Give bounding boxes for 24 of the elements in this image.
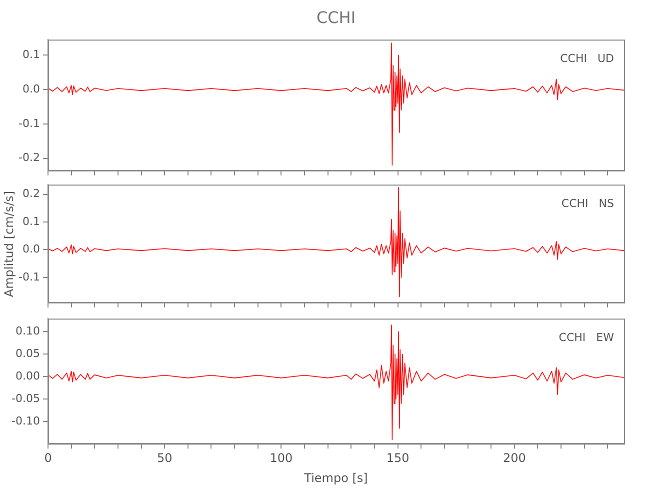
y-tick-label: 0.0 <box>22 242 40 256</box>
annotation: CCHI NS <box>561 196 614 210</box>
y-tick-label: -0.05 <box>12 392 40 405</box>
y-tick-label: 0.2 <box>22 187 40 200</box>
y-tick-label: 0.10 <box>16 324 40 338</box>
annotation: CCHI EW <box>558 330 614 344</box>
y-tick-label: 0.05 <box>16 346 40 360</box>
x-tick-label: 200 <box>502 450 526 465</box>
y-axis-title: Amplitud [cm/s/s] <box>2 190 16 297</box>
y-tick-label: 0.1 <box>22 48 40 61</box>
y-tick-label: -0.2 <box>18 151 40 164</box>
annotation: CCHI UD <box>560 52 614 65</box>
y-tick-label: 0.00 <box>16 369 40 382</box>
y-tick-label: -0.1 <box>18 116 40 130</box>
x-tick-label: 100 <box>270 450 293 465</box>
x-tick-label: 50 <box>156 450 172 465</box>
y-tick-label: 0.1 <box>22 214 40 228</box>
x-tick-label: 0 <box>44 450 52 465</box>
x-tick-label: 150 <box>386 450 410 465</box>
y-tick-label: 0.0 <box>22 82 40 96</box>
x-axis-title: Tiempo [s] <box>303 471 369 485</box>
chart-title: CCHI <box>315 8 357 27</box>
y-tick-label: -0.1 <box>18 270 40 284</box>
y-tick-label: -0.10 <box>12 414 40 428</box>
